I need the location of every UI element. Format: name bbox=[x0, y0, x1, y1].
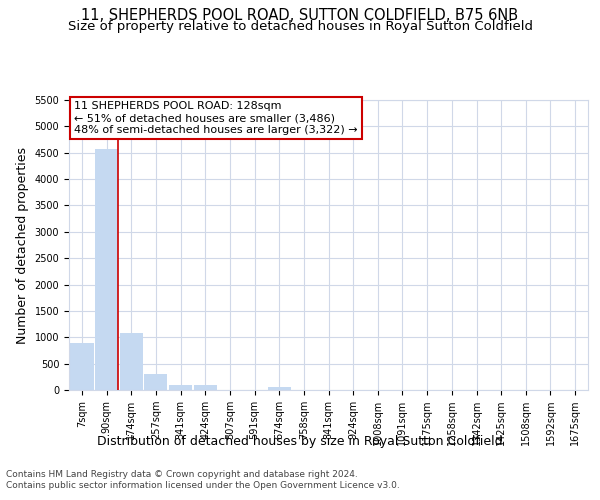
Text: Contains HM Land Registry data © Crown copyright and database right 2024.: Contains HM Land Registry data © Crown c… bbox=[6, 470, 358, 479]
Text: Distribution of detached houses by size in Royal Sutton Coldfield: Distribution of detached houses by size … bbox=[97, 435, 503, 448]
Bar bbox=[169, 384, 192, 390]
Text: 11 SHEPHERDS POOL ROAD: 128sqm
← 51% of detached houses are smaller (3,486)
48% : 11 SHEPHERDS POOL ROAD: 128sqm ← 51% of … bbox=[74, 102, 358, 134]
Text: 11, SHEPHERDS POOL ROAD, SUTTON COLDFIELD, B75 6NB: 11, SHEPHERDS POOL ROAD, SUTTON COLDFIEL… bbox=[82, 8, 518, 22]
Bar bbox=[70, 342, 94, 390]
Text: Contains public sector information licensed under the Open Government Licence v3: Contains public sector information licen… bbox=[6, 481, 400, 490]
Bar bbox=[95, 148, 118, 390]
Bar bbox=[120, 334, 143, 390]
Bar bbox=[268, 388, 290, 390]
Y-axis label: Number of detached properties: Number of detached properties bbox=[16, 146, 29, 344]
Bar bbox=[145, 374, 167, 390]
Text: Size of property relative to detached houses in Royal Sutton Coldfield: Size of property relative to detached ho… bbox=[67, 20, 533, 33]
Bar bbox=[194, 384, 217, 390]
